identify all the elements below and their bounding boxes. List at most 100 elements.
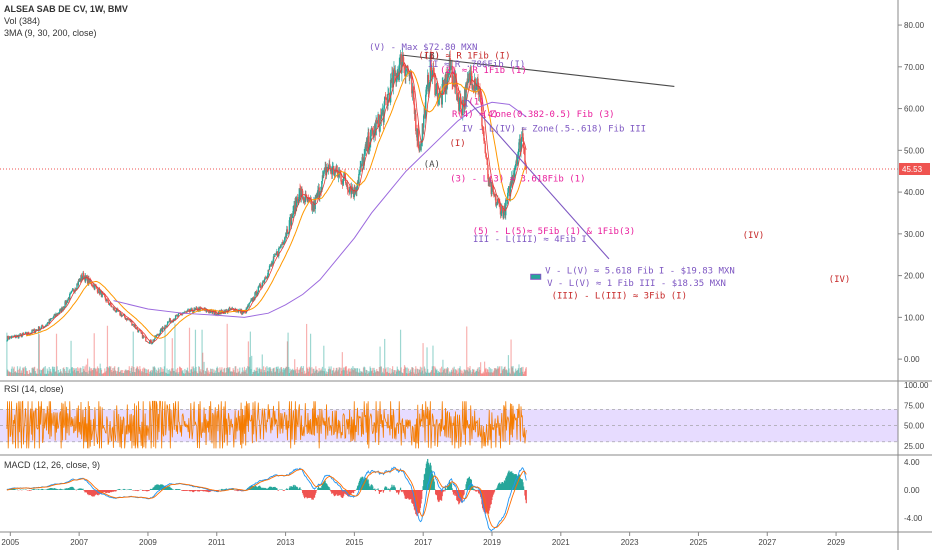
macd-histogram-bar <box>472 488 474 490</box>
macd-pane[interactable]: 4.000.00-4.00 <box>6 458 923 532</box>
volume-bar <box>200 369 202 376</box>
candle-body <box>522 141 525 148</box>
volume-bar <box>419 369 421 376</box>
macd-histogram-bar <box>500 484 502 490</box>
candle-body <box>450 65 452 70</box>
macd-histogram-bar <box>257 486 259 490</box>
candle-body <box>264 277 266 280</box>
time-axis[interactable]: 2005 2007 2009 2011 2013 2015 2017 2019 2021 2023… <box>1 532 846 547</box>
volume-bar <box>257 367 259 376</box>
candle-body <box>413 91 415 104</box>
macd-histogram-bar <box>297 488 299 490</box>
macd-histogram-bar <box>136 490 138 491</box>
volume-bar <box>372 373 375 376</box>
candle-body <box>491 184 494 188</box>
macd-histogram-bar <box>515 474 517 490</box>
volume-bar <box>306 323 308 376</box>
macd-histogram-bar <box>270 486 272 490</box>
volume-bar <box>304 370 306 376</box>
candle-body <box>363 154 365 166</box>
volume-bar <box>118 372 120 376</box>
macd-histogram-bar <box>52 488 54 490</box>
volume-bar <box>118 366 120 376</box>
volume-bar <box>169 369 171 376</box>
volume-bar <box>286 366 288 376</box>
macd-histogram-bar <box>439 490 441 501</box>
volume-bar <box>251 373 253 376</box>
candle-body <box>114 308 116 311</box>
macd-histogram-bar <box>204 490 206 492</box>
volume-bar <box>219 367 221 376</box>
candle-body <box>123 314 126 318</box>
macd-histogram-bar <box>381 490 383 491</box>
macd-histogram-bar <box>462 490 465 496</box>
volume-bar <box>399 370 401 376</box>
candle-body <box>400 54 402 73</box>
macd-histogram-bar <box>308 490 310 498</box>
volume-bar <box>513 371 515 376</box>
volume-bar <box>342 369 344 376</box>
volume-bar <box>332 369 334 376</box>
volume-bar <box>121 373 123 376</box>
macd-histogram-bar <box>452 490 455 495</box>
moving-averages-legend[interactable]: 3MA (9, 30, 200, close) <box>4 28 97 38</box>
volume-bar <box>178 366 181 376</box>
macd-histogram-bar <box>293 484 295 490</box>
candle-body <box>120 313 123 317</box>
macd-histogram-bar <box>49 488 51 490</box>
candle-body <box>385 97 387 100</box>
volume-bar <box>36 373 38 376</box>
candle-body <box>124 317 127 320</box>
volume-bar <box>24 366 27 376</box>
macd-histogram-bar <box>403 490 405 494</box>
volume-bar <box>273 367 275 376</box>
volume-bar <box>409 369 412 376</box>
volume-bar <box>225 367 228 376</box>
macd-histogram-bar <box>137 490 140 491</box>
volume-bar <box>294 370 296 376</box>
candle-body <box>368 147 371 150</box>
macd-histogram-bar <box>435 490 437 496</box>
candle-body <box>492 187 494 192</box>
price-pane[interactable]: 0.0010.0020.0030.0040.0050.0060.0070.008… <box>0 21 930 376</box>
symbol-title[interactable]: ALSEA SAB DE CV, 1W, BMV <box>4 4 128 14</box>
candle-body <box>74 289 76 292</box>
candle-body <box>358 173 360 184</box>
volume-bar <box>101 373 103 376</box>
volume-bar <box>409 371 411 376</box>
volume-bar <box>454 372 456 376</box>
wave-annotation: (A) <box>424 160 440 170</box>
candle-body <box>503 211 505 218</box>
macd-histogram-bar <box>88 490 91 495</box>
rsi-legend[interactable]: RSI (14, close) <box>4 384 64 394</box>
candle-body <box>506 199 508 201</box>
volume-bar <box>417 368 419 376</box>
macd-histogram-bar <box>477 490 479 492</box>
macd-histogram-bar <box>314 490 316 495</box>
volume-bar <box>390 373 392 376</box>
macd-legend[interactable]: MACD (12, 26, close, 9) <box>4 460 101 470</box>
volume-bar <box>170 371 172 376</box>
candle-body <box>44 325 46 327</box>
volume-bar <box>433 372 435 376</box>
macd-histogram-bar <box>325 483 328 490</box>
macd-histogram-bar <box>501 482 503 490</box>
candle-body <box>114 310 117 312</box>
macd-histogram-bar <box>341 490 343 499</box>
volume-legend[interactable]: Vol (384) <box>4 16 41 26</box>
volume-bar <box>318 368 320 376</box>
candle-body <box>434 73 436 95</box>
candle-body <box>101 292 103 298</box>
macd-histogram-bar <box>505 478 507 490</box>
macd-histogram-bar <box>298 487 300 490</box>
macd-tick-label: 0.00 <box>904 486 920 495</box>
candle-body <box>425 87 428 95</box>
candle-body <box>186 310 188 312</box>
volume-bar <box>177 373 179 376</box>
macd-histogram-bar <box>493 490 496 492</box>
macd-histogram-bar <box>329 490 332 491</box>
macd-histogram-bar <box>496 487 498 490</box>
candle-body <box>371 127 373 131</box>
